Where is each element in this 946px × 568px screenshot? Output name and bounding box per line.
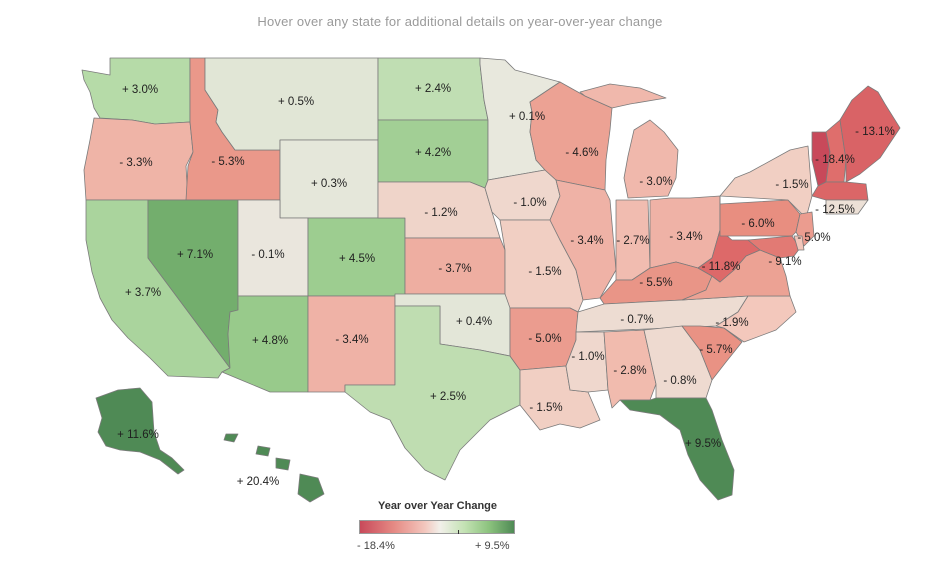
state-ma[interactable]	[811, 181, 869, 201]
state-wv[interactable]	[697, 229, 761, 283]
state-or[interactable]	[83, 117, 194, 201]
legend-max-label: + 9.5%	[475, 540, 510, 552]
state-il[interactable]	[549, 179, 617, 301]
state-label-hi: + 20.4%	[237, 476, 280, 488]
state-shapes[interactable]	[81, 57, 901, 503]
state-me[interactable]	[839, 85, 901, 183]
state-ct[interactable]	[825, 199, 869, 215]
state-wy[interactable]	[279, 139, 379, 219]
state-az[interactable]	[221, 295, 309, 393]
state-mt[interactable]	[204, 57, 379, 151]
state-pa[interactable]	[719, 195, 801, 237]
state-ny[interactable]	[719, 145, 813, 219]
state-md[interactable]	[747, 235, 801, 259]
state-tx[interactable]	[344, 305, 521, 481]
state-nm[interactable]	[307, 295, 396, 393]
state-sc[interactable]	[681, 325, 743, 381]
legend-color-scale	[359, 520, 515, 534]
state-ks[interactable]	[404, 237, 506, 295]
state-oh[interactable]	[649, 195, 721, 269]
state-ak[interactable]	[95, 387, 185, 475]
state-ne[interactable]	[377, 181, 501, 239]
state-mi[interactable]	[579, 83, 679, 199]
legend-min-label: - 18.4%	[357, 540, 395, 552]
state-nd[interactable]	[377, 57, 489, 121]
state-fl[interactable]	[619, 397, 735, 501]
state-co[interactable]	[307, 217, 406, 297]
map-subtitle: Hover over any state for additional deta…	[257, 14, 663, 29]
legend-title: Year over Year Change	[377, 500, 498, 512]
state-de[interactable]	[793, 235, 805, 251]
state-in[interactable]	[615, 199, 651, 281]
state-nc[interactable]	[715, 295, 797, 343]
legend-zero-tick	[458, 530, 459, 534]
state-hi[interactable]	[223, 433, 325, 503]
state-sd[interactable]	[377, 119, 489, 189]
state-wa[interactable]	[81, 57, 191, 125]
